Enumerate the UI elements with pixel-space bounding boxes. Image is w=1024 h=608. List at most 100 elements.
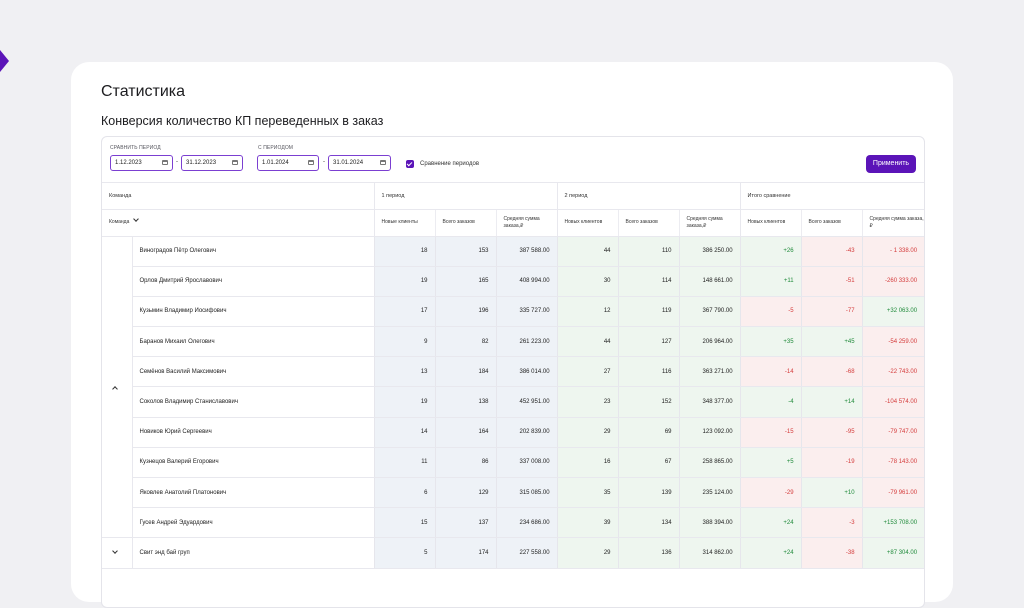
filters-bar: СРАВНИТЬ ПЕРИОД 1.12.2023 - 31.12.2023 С… bbox=[102, 137, 924, 183]
period1-from-value: 1.12.2023 bbox=[115, 160, 142, 166]
team-group-header: Команда bbox=[102, 183, 375, 210]
period1-value: 138 bbox=[434, 386, 497, 418]
apply-button[interactable]: Применить bbox=[866, 155, 916, 173]
period2-value: 386 250.00 bbox=[678, 236, 741, 267]
total-diff-value: -79 747.00 bbox=[861, 417, 924, 448]
calendar-icon[interactable] bbox=[232, 160, 238, 165]
total-diff-value: +153 708.00 bbox=[861, 507, 924, 539]
period1-header: 1 период bbox=[373, 183, 558, 210]
corner-arrow-icon bbox=[0, 50, 9, 72]
table-row: Новиков Юрий Сергеевич 14 164 202 839.00 29 6… bbox=[102, 417, 924, 448]
total-diff-value: +24 bbox=[739, 507, 802, 539]
col-header: Новых клиентов bbox=[556, 209, 619, 237]
period1-to-input[interactable]: 31.12.2023 bbox=[181, 155, 243, 171]
total-diff-value: +35 bbox=[739, 326, 802, 358]
total-diff-value: -54 259.00 bbox=[861, 326, 924, 358]
compare-periods-checkbox[interactable] bbox=[406, 160, 414, 168]
period1-value: 387 588.00 bbox=[495, 236, 558, 267]
total-diff-value: -38 bbox=[800, 537, 863, 569]
period1-from-input[interactable]: 1.12.2023 bbox=[110, 155, 173, 171]
chevron-up-icon[interactable] bbox=[112, 386, 118, 392]
member-name: Свит энд бай груп bbox=[131, 537, 375, 569]
group-row[interactable]: Свит энд бай груп 5 174 227 558.00 29 136 314 … bbox=[102, 537, 924, 569]
period2-value: 127 bbox=[617, 326, 680, 358]
period1-value: 315 085.00 bbox=[495, 477, 558, 509]
total-diff-value: -5 bbox=[739, 296, 802, 328]
calendar-icon[interactable] bbox=[308, 160, 314, 165]
period2-to-value: 31.01.2024 bbox=[333, 160, 364, 166]
chevron-down-icon[interactable] bbox=[112, 548, 118, 554]
period1-value: 234 686.00 bbox=[495, 507, 558, 539]
period2-value: 134 bbox=[617, 507, 680, 539]
expand-toggle[interactable] bbox=[102, 537, 132, 569]
total-diff-value: - 1 338.00 bbox=[861, 236, 924, 267]
total-diff-value: -260 333.00 bbox=[861, 266, 924, 297]
period2-value: 69 bbox=[617, 417, 680, 448]
total-diff-value: +87 304.00 bbox=[861, 537, 924, 569]
period2-value: 27 bbox=[556, 356, 619, 388]
collapse-toggle[interactable] bbox=[102, 236, 132, 539]
col-header: Средняя сумма заказа,₽ bbox=[861, 209, 924, 237]
member-name: Соколов Владимир Станиславович bbox=[131, 386, 375, 418]
total-diff-value: +45 bbox=[800, 326, 863, 358]
period2-value: 16 bbox=[556, 447, 619, 479]
date-separator: - bbox=[323, 159, 325, 165]
total-diff-value: +11 bbox=[739, 266, 802, 297]
chevron-down-icon[interactable] bbox=[133, 216, 140, 223]
period1-value: 19 bbox=[373, 386, 436, 418]
period1-value: 19 bbox=[373, 266, 436, 297]
period1-value: 5 bbox=[373, 537, 436, 569]
period2-header: 2 период bbox=[556, 183, 741, 210]
total-diff-value: +26 bbox=[739, 236, 802, 267]
table-row: Гусев Андрей Эдуардович 15 137 234 686.00 39… bbox=[102, 507, 924, 539]
period2-value: 206 964.00 bbox=[678, 326, 741, 358]
with-period-label: С ПЕРИОДОМ bbox=[258, 145, 294, 151]
period2-value: 29 bbox=[556, 417, 619, 448]
total-diff-value: -3 bbox=[800, 507, 863, 539]
period1-value: 337 008.00 bbox=[495, 447, 558, 479]
calendar-icon[interactable] bbox=[380, 160, 386, 165]
period2-value: 12 bbox=[556, 296, 619, 328]
member-name: Гусев Андрей Эдуардович bbox=[131, 507, 375, 539]
period1-value: 153 bbox=[434, 236, 497, 267]
period2-from-value: 1.01.2024 bbox=[262, 160, 289, 166]
col-header: Новых клиентов bbox=[739, 209, 802, 237]
table-row: Соколов Владимир Станиславович 19 138 452 9… bbox=[102, 386, 924, 418]
period2-value: 123 092.00 bbox=[678, 417, 741, 448]
calendar-icon[interactable] bbox=[162, 160, 168, 165]
period2-to-input[interactable]: 31.01.2024 bbox=[328, 155, 391, 171]
total-diff-value: -95 bbox=[800, 417, 863, 448]
period1-value: 11 bbox=[373, 447, 436, 479]
member-name: Баранов Михаил Олегович bbox=[131, 326, 375, 358]
table-body: Виноградов Пётр Олегович 18 153 387 588.00 4… bbox=[102, 236, 924, 569]
period2-value: 67 bbox=[617, 447, 680, 479]
team-sort-header[interactable]: Команда bbox=[102, 209, 375, 237]
period1-value: 18 bbox=[373, 236, 436, 267]
period1-value: 184 bbox=[434, 356, 497, 388]
col-header: Всего заказов bbox=[434, 209, 497, 237]
section-title: Конверсия количество КП переведенных в з… bbox=[101, 114, 384, 128]
period1-value: 335 727.00 bbox=[495, 296, 558, 328]
period2-value: 110 bbox=[617, 236, 680, 267]
period1-value: 261 223.00 bbox=[495, 326, 558, 358]
total-diff-value: -77 bbox=[800, 296, 863, 328]
period2-value: 39 bbox=[556, 507, 619, 539]
period1-value: 6 bbox=[373, 477, 436, 509]
col-header: Средняя сумма заказа,₽ bbox=[678, 209, 741, 237]
col-header: Новые клиенты bbox=[373, 209, 436, 237]
period2-from-input[interactable]: 1.01.2024 bbox=[257, 155, 319, 171]
period2-value: 114 bbox=[617, 266, 680, 297]
report-panel: СРАВНИТЬ ПЕРИОД 1.12.2023 - 31.12.2023 С… bbox=[101, 136, 925, 608]
date-separator: - bbox=[176, 159, 178, 165]
total-diff-value: -29 bbox=[739, 477, 802, 509]
period1-value: 164 bbox=[434, 417, 497, 448]
period1-value: 13 bbox=[373, 356, 436, 388]
period1-value: 129 bbox=[434, 477, 497, 509]
total-diff-value: -104 574.00 bbox=[861, 386, 924, 418]
period2-value: 367 790.00 bbox=[678, 296, 741, 328]
period1-value: 196 bbox=[434, 296, 497, 328]
period1-value: 9 bbox=[373, 326, 436, 358]
period2-value: 139 bbox=[617, 477, 680, 509]
table-row: Семёнов Василий Максимович 13 184 386 014.0… bbox=[102, 356, 924, 388]
period1-value: 165 bbox=[434, 266, 497, 297]
